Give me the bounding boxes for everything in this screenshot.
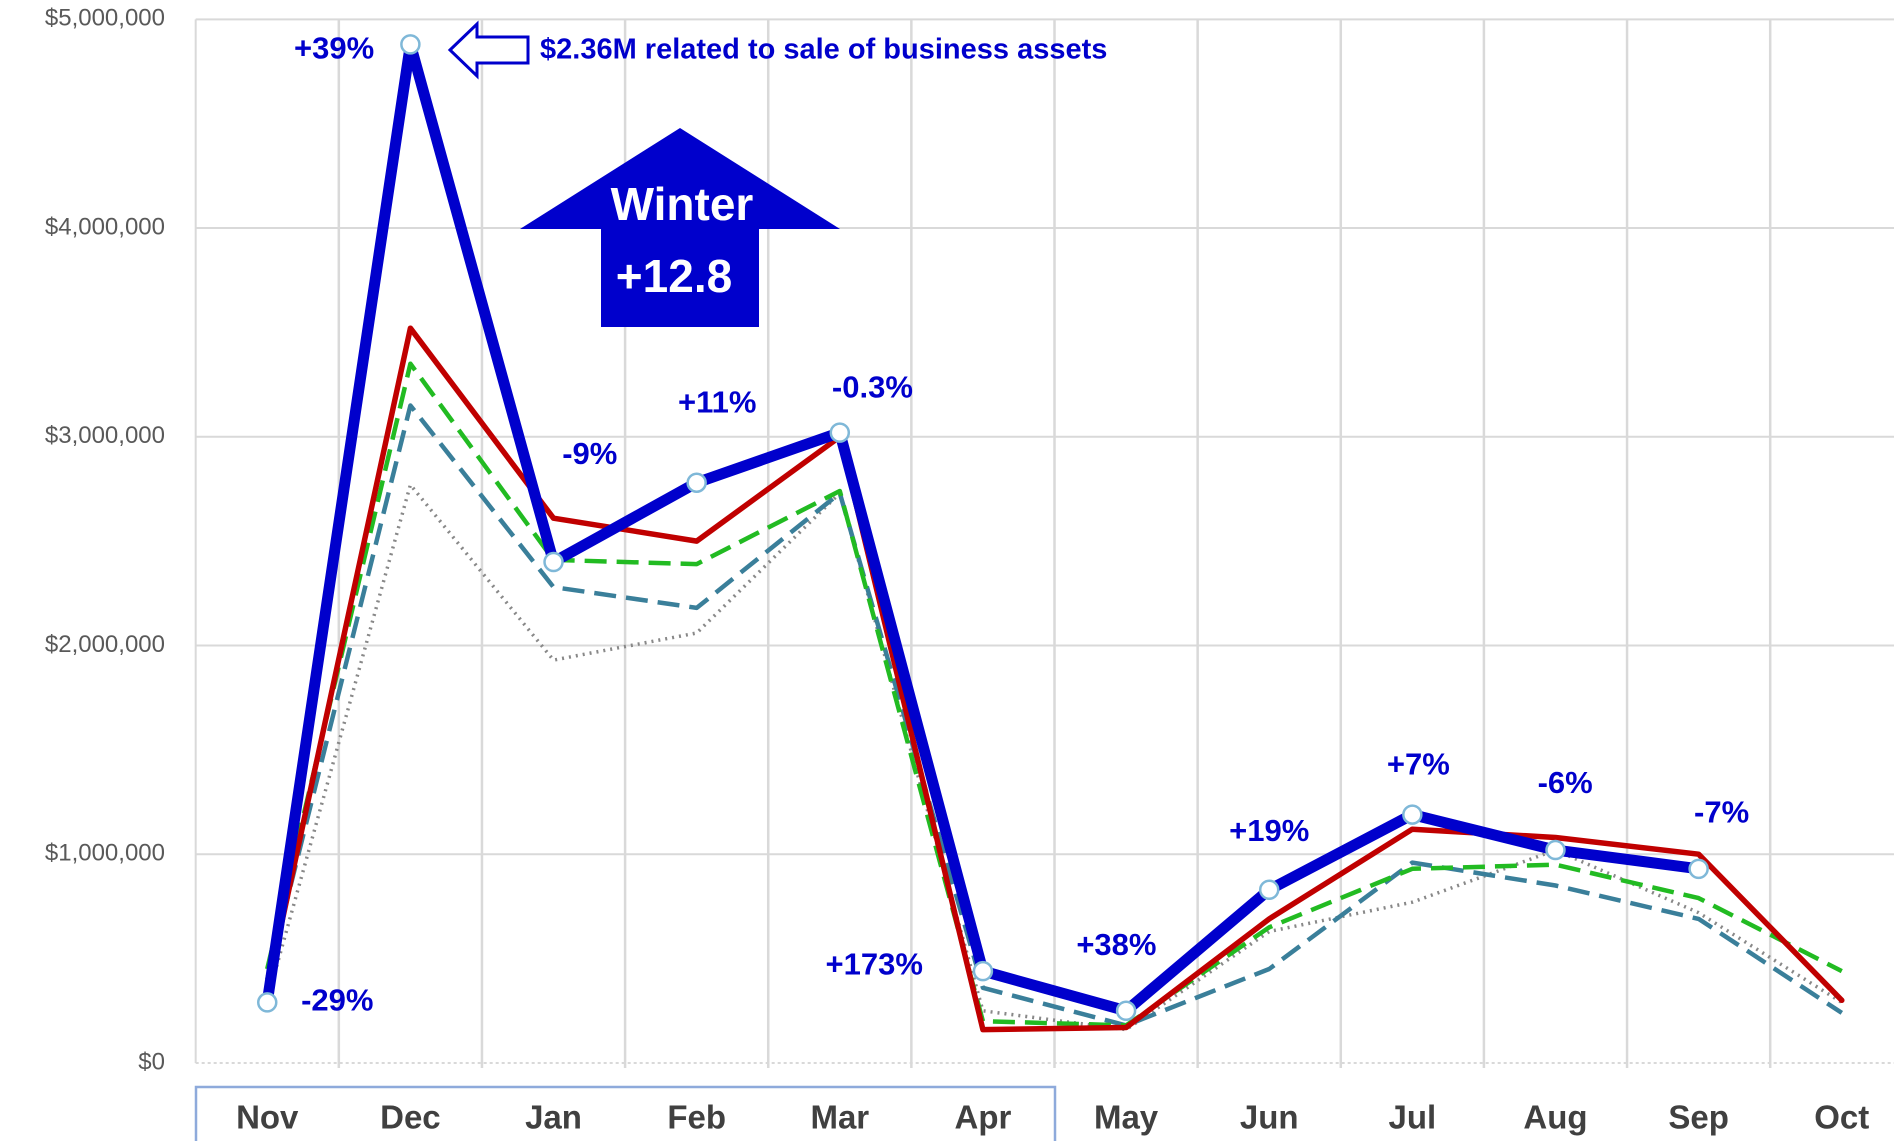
x-tick-label: May — [1094, 1099, 1159, 1136]
x-tick-label: Sep — [1668, 1099, 1729, 1136]
point-marker — [829, 422, 851, 443]
arrow-value: +12.8 — [616, 250, 732, 302]
x-tick-label: Jul — [1389, 1099, 1437, 1136]
point-marker — [972, 960, 994, 982]
winter-arrow — [520, 128, 840, 229]
x-tick-label: Jan — [525, 1099, 582, 1136]
x-tick-label: Nov — [236, 1099, 299, 1136]
point-label: +7% — [1387, 746, 1450, 781]
x-tick-label: Oct — [1814, 1099, 1869, 1136]
y-tick-label: $4,000,000 — [45, 213, 165, 240]
point-label: -0.3% — [832, 369, 913, 404]
point-label: +11% — [678, 384, 756, 419]
y-tick-label: $2,000,000 — [45, 631, 165, 658]
x-tick-label: Dec — [380, 1099, 441, 1136]
point-marker — [1115, 1000, 1137, 1022]
season-box — [194, 1085, 1057, 1141]
x-tick-label: Jun — [1240, 1099, 1299, 1136]
arrow-title: Winter — [611, 178, 754, 230]
grid — [194, 18, 1894, 1068]
point-label: +39% — [294, 31, 374, 66]
point-label: +38% — [1076, 927, 1156, 962]
point-marker — [1402, 804, 1423, 825]
y-tick-label: $5,000,000 — [45, 5, 165, 32]
y-tick-label: $3,000,000 — [45, 422, 165, 449]
y-tick-label: $1,000,000 — [45, 840, 165, 867]
point-label: -7% — [1694, 795, 1749, 830]
point-label: -6% — [1538, 765, 1593, 800]
series-line — [265, 361, 1843, 1028]
point-marker — [686, 472, 707, 493]
point-label: -29% — [301, 983, 373, 1018]
point-label: -9% — [562, 436, 617, 471]
x-tick-label: Feb — [667, 1099, 726, 1136]
series-line — [265, 483, 1843, 1032]
point-marker — [1688, 858, 1709, 880]
point-marker — [1545, 839, 1566, 861]
point-label: +173% — [826, 946, 923, 981]
x-tick-label: Aug — [1523, 1099, 1587, 1136]
winter-arrow-shaft — [601, 228, 759, 327]
annotation-note: $2.36M related to sale of business asset… — [540, 34, 1107, 66]
point-marker — [400, 34, 421, 55]
x-tick-label: Apr — [955, 1099, 1012, 1136]
note-arrow — [447, 20, 530, 80]
x-tick-label: Mar — [810, 1099, 869, 1136]
point-marker — [1258, 879, 1280, 900]
point-marker — [543, 551, 564, 573]
point-marker — [256, 992, 278, 1013]
point-label: +19% — [1229, 813, 1309, 848]
y-tick-label: $0 — [138, 1048, 165, 1075]
series-line — [265, 403, 1844, 1028]
